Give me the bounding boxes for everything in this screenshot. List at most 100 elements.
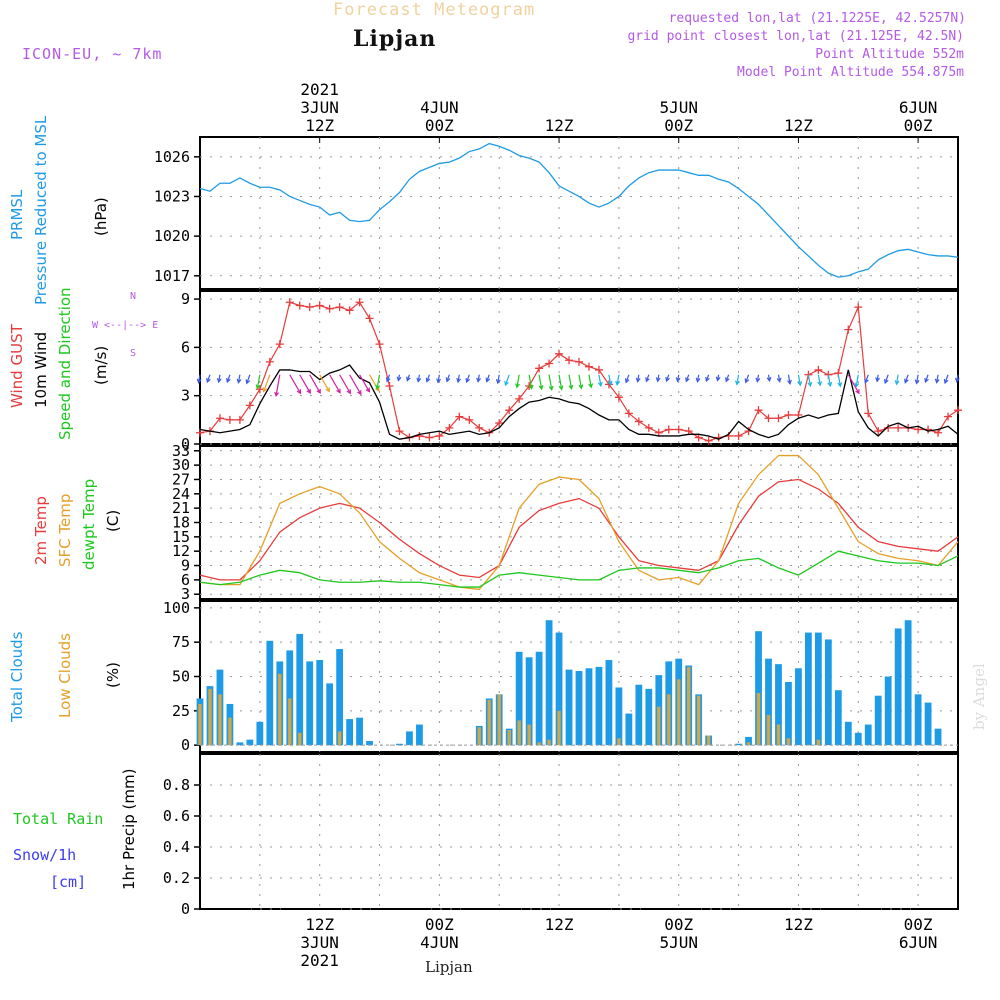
wind-arrow: [495, 374, 501, 385]
low-cloud-bar: [766, 714, 771, 746]
gust-marker: [465, 415, 474, 424]
wind-arrow-shaft: [309, 374, 321, 394]
wind-arrow-shaft: [275, 374, 281, 396]
wind-arrow-shaft: [246, 374, 251, 384]
wind-arrow-head: [665, 376, 670, 383]
y-tick-label: 21: [172, 499, 190, 517]
gust-marker: [944, 412, 953, 421]
wind-arrow-head: [236, 378, 242, 384]
top-time-label: 4JUN: [420, 98, 459, 117]
wind-arrow-head: [274, 391, 280, 398]
wind-arrow: [807, 374, 813, 388]
wind-arrow: [588, 374, 594, 389]
wind-arrow-shaft: [568, 374, 573, 389]
wind-arrow-head: [515, 383, 520, 389]
wind-arrow-head: [837, 382, 843, 388]
temp-dewpt-line: [199, 550, 959, 588]
wind-arrow-shaft: [359, 374, 370, 392]
total-cloud-bar: [745, 736, 752, 746]
wind-arrow-head: [855, 389, 860, 395]
wind-arrow: [245, 374, 251, 385]
y-tick-label: 24: [172, 485, 190, 503]
point-altitude: Point Altitude 552m: [815, 47, 964, 62]
low-cloud-bar: [477, 727, 481, 746]
gust-marker: [704, 436, 713, 445]
wind-arrow-head: [226, 377, 231, 384]
wind-arrow-shaft: [299, 374, 311, 394]
wind-arrow-shaft: [616, 374, 620, 385]
wind-arrow-head: [934, 378, 940, 384]
y-tick-label: 33: [172, 442, 190, 460]
low-cloud-bar: [786, 738, 791, 746]
wind-arrow-head: [336, 388, 341, 394]
wind-arrow: [196, 374, 202, 384]
wind-arrow-head: [744, 378, 750, 384]
low-cloud-bar: [746, 742, 751, 746]
bottom-time-label: 6JUN: [899, 933, 938, 952]
gust-marker: [455, 412, 464, 421]
wind-arrow-head: [495, 379, 501, 385]
low-cloud-bar: [288, 698, 292, 746]
wind-arrow: [715, 374, 721, 382]
y-tick-label: 6: [181, 338, 190, 356]
top-time-label: 12Z: [305, 116, 334, 135]
wind-arrow-head: [504, 380, 509, 387]
gust-marker: [425, 433, 434, 442]
y-tick-label: 6: [181, 571, 190, 589]
y-tick-label: 1017: [154, 267, 190, 285]
wind-arrow: [735, 374, 740, 386]
wind-gust-label: Wind GUST: [8, 324, 26, 408]
gust-line: [199, 301, 959, 442]
y-tick-label: 9: [181, 557, 190, 575]
wind-arrow-head: [954, 377, 960, 383]
low-cloud-bar: [298, 732, 302, 746]
y-tick-label: 18: [172, 514, 190, 532]
total-cloud-bar: [645, 688, 653, 746]
wind-arrow-head: [807, 381, 813, 388]
wind-arrow-shaft: [497, 374, 500, 384]
wind-arrow: [226, 374, 231, 384]
gust-marker: [355, 298, 364, 307]
wind-arrow-head: [776, 377, 782, 383]
wind-arrow-head: [476, 377, 482, 383]
low-cloud-bar: [687, 666, 691, 746]
wind-arrow: [416, 374, 422, 383]
wind-arrow-shaft: [198, 374, 201, 383]
wind-arrow: [515, 374, 520, 389]
gust-marker: [894, 423, 903, 432]
requested-coords: requested lon,lat (21.1225E, 42.5257N): [668, 11, 966, 26]
wind-arrow-head: [864, 378, 869, 384]
wind-arrow-shaft: [608, 374, 612, 385]
total-cloud-bar: [844, 721, 852, 746]
low-cloud-bar: [507, 730, 511, 746]
wind-arrow-head: [715, 376, 721, 382]
y-tick-label: 75: [172, 633, 190, 651]
wind-arrow-shaft: [598, 374, 602, 386]
low-cloud-bar: [706, 735, 711, 746]
wind-arrow: [456, 374, 462, 384]
total-cloud-bar: [236, 742, 244, 746]
wind-arrow-shaft: [289, 374, 301, 394]
wind-arrow: [607, 374, 613, 387]
wind-arrow: [425, 374, 431, 383]
wind-arrow: [817, 374, 823, 387]
wind-arrow-head: [578, 384, 584, 390]
low-cloud-bar: [696, 695, 701, 746]
y-tick-label: 3: [181, 387, 190, 405]
wind-10m-label: 10m Wind: [32, 331, 50, 408]
model-altitude: Model Point Altitude 554.875m: [737, 65, 964, 80]
gust-marker: [295, 301, 304, 310]
wind-arrow-shaft: [924, 374, 929, 383]
wind-arrow: [797, 374, 803, 387]
y-tick-label: 0.6: [163, 807, 190, 825]
wind-arrow: [787, 374, 792, 385]
bottom-time-label: 12Z: [545, 915, 574, 934]
wind-arrow: [504, 374, 510, 387]
wind-arrow-head: [894, 380, 900, 386]
low-cloud-bar: [776, 724, 781, 746]
wind-arrow-head: [346, 389, 351, 395]
wind-arrow-shaft: [895, 374, 899, 385]
wind-arrow: [883, 374, 889, 385]
wind-arrow-head: [924, 377, 929, 384]
gust-marker: [325, 304, 334, 313]
